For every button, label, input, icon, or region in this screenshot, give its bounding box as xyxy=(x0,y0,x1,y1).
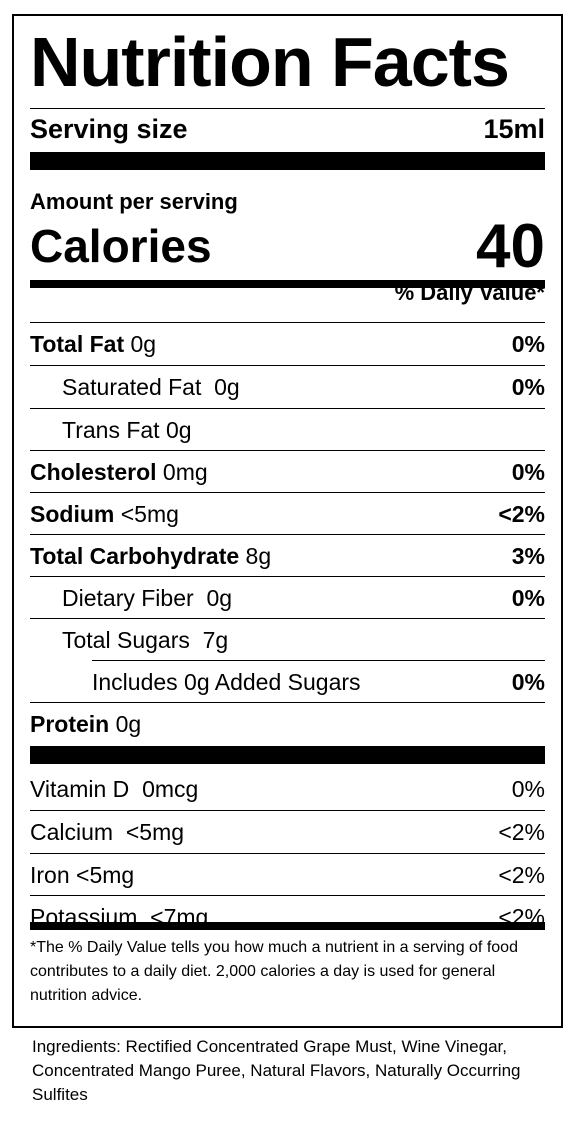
nutrient-row-saturated-fat: Saturated Fat 0g 0% xyxy=(30,366,545,408)
nutrient-row-cholesterol: Cholesterol 0mg 0% xyxy=(30,451,545,493)
nutrient-dv: 0% xyxy=(511,584,545,611)
nutrient-amount: 0g xyxy=(214,373,240,400)
medium-divider xyxy=(30,280,545,288)
nutrient-row-dietary-fiber: Dietary Fiber 0g 0% xyxy=(30,577,545,619)
calories-row: Calories 40 xyxy=(30,211,545,281)
nutrient-name: Total Sugars xyxy=(62,626,190,653)
nutrient-name: Cholesterol xyxy=(30,458,157,485)
daily-value-header: % Daily Value* xyxy=(394,280,545,305)
daily-value-footnote: *The % Daily Value tells you how much a … xyxy=(30,939,518,1004)
nutrient-dv: 3% xyxy=(511,542,545,569)
nutrient-name: Includes 0g Added Sugars xyxy=(92,668,361,695)
thick-divider xyxy=(30,746,545,764)
serving-size-value: 15ml xyxy=(483,113,545,144)
divider xyxy=(30,702,545,703)
nutrient-row-sodium: Sodium <5mg <2% xyxy=(30,493,545,535)
vitamin-row-calcium: Calcium <5mg <2% xyxy=(30,811,545,853)
vitamin-amount: <5mg xyxy=(76,861,135,888)
nutrient-dv: 0% xyxy=(511,373,545,400)
amount-per-serving: Amount per serving xyxy=(30,189,238,214)
divider xyxy=(30,322,545,323)
divider xyxy=(30,810,545,811)
nutrient-amount: 8g xyxy=(245,542,272,569)
divider xyxy=(30,853,545,854)
nutrient-dv: 0% xyxy=(511,458,545,485)
nutrient-name: Total Fat xyxy=(30,330,125,357)
nutrient-row-total-sugars: Total Sugars 7g xyxy=(30,619,545,661)
calories-label: Calories xyxy=(30,220,212,272)
nutrient-amount: 0g xyxy=(115,710,142,737)
nutrient-row-protein: Protein 0g xyxy=(30,703,545,745)
nutrient-name: Trans Fat xyxy=(62,416,160,443)
divider xyxy=(92,660,545,661)
nutrient-row-trans-fat: Trans Fat 0g xyxy=(30,409,545,451)
serving-size-label: Serving size xyxy=(30,113,188,144)
vitamin-row-vitamin-d: Vitamin D 0mcg 0% xyxy=(30,768,545,810)
nutrient-name: Total Carbohydrate xyxy=(30,542,240,569)
label-inner: Nutrition Facts Serving size 15ml Amount… xyxy=(30,16,545,1026)
nutrient-name: Sodium xyxy=(30,500,115,527)
nutrient-name: Dietary Fiber xyxy=(62,584,194,611)
nutrient-row-total-carbohydrate: Total Carbohydrate 8g 3% xyxy=(30,535,545,577)
ingredients-text: Ingredients: Rectified Concentrated Grap… xyxy=(32,1037,521,1104)
nutrient-amount: 0mg xyxy=(162,458,208,485)
divider xyxy=(30,534,545,535)
divider xyxy=(30,365,545,366)
divider xyxy=(30,450,545,451)
nutrient-name: Protein xyxy=(30,710,110,737)
nutrient-amount: 7g xyxy=(202,626,229,653)
nutrient-row-added-sugars: Includes 0g Added Sugars 0% xyxy=(30,661,545,703)
vitamin-dv: 0% xyxy=(511,775,545,802)
divider xyxy=(30,618,545,619)
label-title: Nutrition Facts xyxy=(30,23,510,101)
nutrient-amount: 0g xyxy=(206,584,233,611)
vitamin-name: Iron xyxy=(30,861,70,888)
nutrient-dv: <2% xyxy=(498,500,545,527)
divider xyxy=(30,492,545,493)
vitamin-amount: 0mcg xyxy=(142,775,199,802)
nutrient-amount: 0g xyxy=(130,330,157,357)
vitamin-name: Vitamin D xyxy=(30,775,130,802)
serving-size-row: Serving size 15ml xyxy=(30,108,545,150)
medium-divider xyxy=(30,922,545,930)
nutrient-amount: 0g xyxy=(165,416,192,443)
vitamin-row-iron: Iron <5mg <2% xyxy=(30,854,545,896)
nutrient-name: Saturated Fat xyxy=(62,373,202,400)
calories-value: 40 xyxy=(476,211,545,281)
nutrient-amount: <5mg xyxy=(120,500,179,527)
divider xyxy=(30,576,545,577)
vitamin-amount: <5mg xyxy=(125,818,185,845)
nutrient-dv: 0% xyxy=(511,330,545,357)
vitamin-dv: <2% xyxy=(498,818,545,845)
thick-divider xyxy=(30,152,545,170)
divider xyxy=(30,108,545,109)
vitamin-name: Calcium xyxy=(30,818,114,845)
nutrient-dv: 0% xyxy=(511,668,545,695)
vitamin-row-potassium: Potassium <7mg <2% xyxy=(30,896,545,938)
vitamin-dv: <2% xyxy=(498,861,545,888)
divider xyxy=(30,895,545,896)
divider xyxy=(30,408,545,409)
nutrition-facts-label: Nutrition Facts Serving size 15ml Amount… xyxy=(12,14,563,1028)
nutrient-row-total-fat: Total Fat 0g 0% xyxy=(30,323,545,365)
